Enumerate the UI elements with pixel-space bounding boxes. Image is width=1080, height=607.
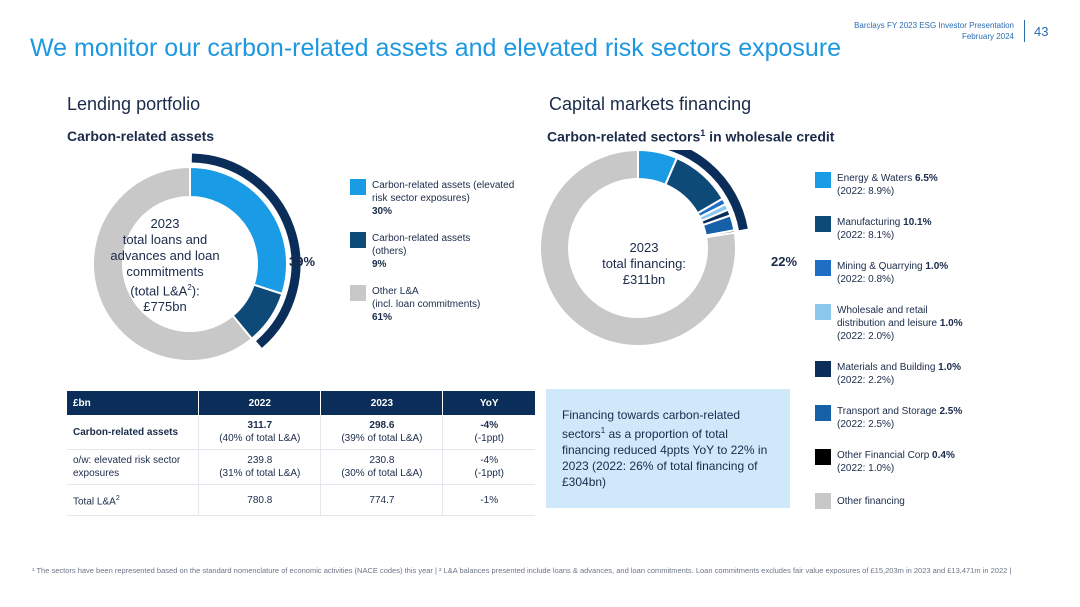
capital-center-line2: total financing: — [602, 256, 686, 271]
legend-swatch — [350, 179, 366, 195]
table-cell: 311.7 (40% of total L&A) — [198, 415, 322, 450]
donut-slice-other-l-a-incl-loan-commitments — [92, 165, 254, 362]
page-title: We monitor our carbon-related assets and… — [30, 34, 842, 62]
lending-donut-chart — [92, 153, 301, 362]
capital-subtitle: Carbon-related sectors1 in wholesale cre… — [547, 128, 835, 145]
table-row-label: Carbon-related assets — [67, 415, 200, 450]
lending-center-line2: total loans and — [122, 232, 208, 247]
legend-item-others: Carbon-related assets (others) 9% — [350, 232, 535, 271]
lending-center-line4: commitments — [126, 264, 204, 279]
lending-legend: Carbon-related assets (elevated risk sec… — [350, 179, 535, 324]
legend-swatch — [815, 260, 831, 276]
capital-bracket-label: 22% — [771, 254, 798, 269]
legend-swatch — [815, 304, 831, 320]
capital-donut-center-text: 2023 total financing: £311bn — [582, 240, 706, 288]
footnote: ¹ The sectors have been represented base… — [32, 566, 1012, 575]
table-row: Carbon-related assets 311.7 (40% of total… — [67, 415, 535, 450]
lending-section-title: Lending portfolio — [67, 94, 201, 114]
legend-swatch — [350, 232, 366, 248]
legend-item-materials: Materials and Building 1.0% (2022: 2.2%) — [815, 361, 1055, 405]
legend-swatch — [815, 361, 831, 377]
donut-slice-other-financing — [540, 150, 737, 347]
lending-center-line6: £775bn — [143, 299, 187, 315]
financing-info-box: Financing towards carbon-related sectors… — [546, 389, 790, 508]
table-header-row: £bn 2022 2023 YoY — [67, 391, 535, 415]
legend-value: 9% — [372, 259, 387, 270]
table-row-label: Total L&A2 — [67, 484, 200, 516]
capital-legend: Energy & Waters 6.5% (2022: 8.9%) Manufac… — [815, 172, 1055, 513]
table-cell: 774.7 — [320, 484, 444, 516]
legend-item-other-la: Other L&A (incl. loan commitments) 61% — [350, 285, 535, 324]
legend-item-transport: Transport and Storage 2.5% (2022: 2.5%) — [815, 405, 1055, 449]
table-header-cell: YoY — [442, 391, 535, 415]
lending-donut-center-text: 2023 total loans and advances and loan c… — [97, 216, 233, 315]
table-header-cell: 2023 — [320, 391, 444, 415]
capital-bracket-arc — [667, 150, 748, 231]
table-cell: 298.6 (39% of total L&A) — [320, 415, 444, 450]
legend-swatch — [815, 405, 831, 421]
presentation-date: February 2024 — [961, 32, 1014, 41]
legend-swatch — [815, 493, 831, 509]
legend-value: 30% — [372, 206, 393, 217]
table-cell: -4% (-1ppt) — [442, 415, 535, 450]
table-header-cell: 2022 — [198, 391, 322, 415]
table-cell: -4% (-1ppt) — [442, 449, 535, 485]
table-cell: -1% — [442, 484, 535, 516]
table-row-label: o/w: elevated risk sector exposures — [67, 449, 200, 485]
legend-item-energy-waters: Energy & Waters 6.5% (2022: 8.9%) — [815, 172, 1055, 216]
capital-center-line1: 2023 — [629, 240, 659, 255]
table-cell: 230.8 (30% of total L&A) — [320, 449, 444, 485]
page-number: 43 — [1034, 24, 1049, 39]
table-row: o/w: elevated risk sector exposures 239.8… — [67, 449, 535, 485]
header-divider — [1024, 20, 1025, 42]
table-row: Total L&A2 780.8 774.7 -1% — [67, 484, 535, 516]
lending-center-line5: (total L&A2): — [130, 283, 200, 299]
legend-value: 61% — [372, 312, 393, 323]
legend-item-manufacturing: Manufacturing 10.1% (2022: 8.1%) — [815, 216, 1055, 260]
legend-swatch — [815, 216, 831, 232]
lending-subtitle: Carbon-related assets — [67, 128, 215, 144]
legend-item-mining: Mining & Quarrying 1.0% (2022: 0.8%) — [815, 260, 1055, 304]
table-header-cell: £bn — [67, 391, 200, 415]
capital-donut-chart — [540, 150, 748, 347]
legend-item-other-financing: Other financing — [815, 493, 1055, 513]
carbon-assets-table: £bn 2022 2023 YoY Carbon-related assets … — [67, 391, 535, 516]
legend-item-other-financial: Other Financial Corp 0.4% (2022: 1.0%) — [815, 449, 1055, 493]
table-cell: 239.8 (31% of total L&A) — [198, 449, 322, 485]
lending-center-line1: 2023 — [150, 216, 180, 231]
capital-center-line3: £311bn — [622, 272, 666, 287]
lending-bracket-arc — [191, 153, 301, 348]
lending-center-line3: advances and loan — [110, 248, 220, 263]
lending-bracket-label: 39% — [289, 254, 316, 269]
legend-swatch — [815, 172, 831, 188]
legend-item-wholesale: Wholesale and retail distribution and lei… — [815, 304, 1055, 361]
presentation-name: Barclays FY 2023 ESG Investor Presentati… — [854, 21, 1014, 30]
legend-swatch — [350, 285, 366, 301]
legend-swatch — [815, 449, 831, 465]
capital-section-title: Capital markets financing — [549, 94, 752, 114]
table-cell: 780.8 — [198, 484, 322, 516]
legend-item-elevated: Carbon-related assets (elevated risk sec… — [350, 179, 535, 218]
presentation-meta: Barclays FY 2023 ESG Investor Presentati… — [854, 20, 1014, 42]
